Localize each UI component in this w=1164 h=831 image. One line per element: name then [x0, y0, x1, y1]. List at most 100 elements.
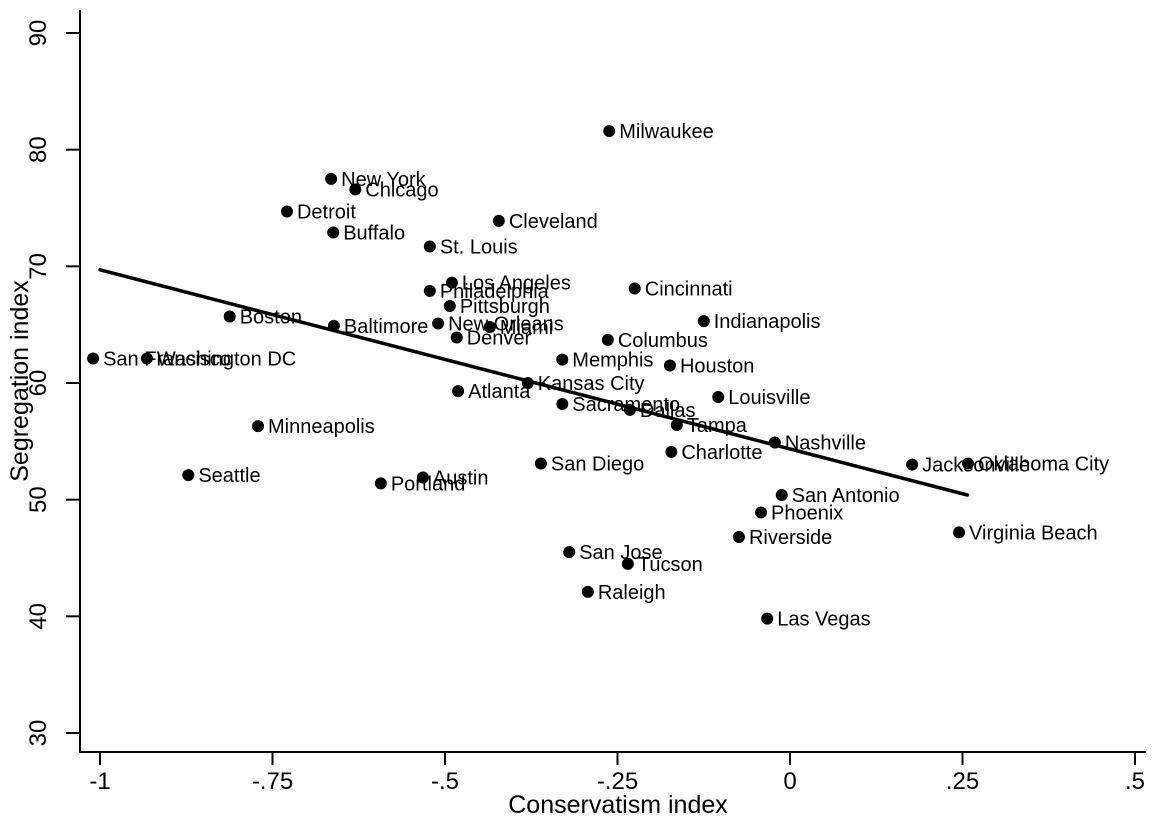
point-label-los-angeles: Los Angeles	[462, 273, 571, 295]
point-label-san-diego: San Diego	[551, 454, 644, 476]
point-virginia-beach	[953, 526, 966, 539]
y-tick-label: 90	[25, 20, 52, 47]
point-memphis	[556, 353, 569, 366]
point-label-dallas: Dallas	[640, 400, 696, 422]
point-label-kansas-city: Kansas City	[538, 373, 645, 395]
x-tick-label: .5	[1125, 768, 1145, 795]
x-tick-label: .25	[946, 768, 979, 795]
point-new-york	[325, 172, 338, 185]
point-denver	[450, 331, 463, 344]
point-label-new-york: New York	[341, 169, 426, 191]
point-seattle	[182, 469, 195, 482]
point-label-louisville: Louisville	[728, 387, 810, 409]
point-label-san-francisco: San Francisco	[103, 349, 231, 371]
y-axis-title: Segregation index	[6, 280, 34, 482]
point-chicago	[349, 183, 362, 196]
point-label-nashville: Nashville	[785, 433, 866, 455]
point-las-vegas	[761, 612, 774, 625]
point-label-atlanta: Atlanta	[468, 381, 531, 403]
point-cincinnati	[628, 282, 641, 295]
point-label-tampa: Tampa	[687, 415, 748, 437]
y-tick-label: 50	[25, 486, 52, 513]
x-tick-label: -1	[89, 768, 110, 795]
point-label-detroit: Detroit	[297, 202, 356, 224]
point-label-memphis: Memphis	[572, 350, 653, 372]
x-axis-title: Conservatism index	[508, 791, 728, 819]
point-sacramento	[556, 398, 569, 410]
point-detroit	[280, 205, 293, 218]
point-minneapolis	[252, 420, 265, 433]
point-label-miami: Miami	[500, 317, 553, 339]
point-label-chicago: Chicago	[365, 179, 438, 201]
point-washington-dc	[140, 352, 153, 365]
point-phoenix	[755, 506, 768, 519]
point-atlanta	[452, 385, 465, 398]
point-indianapolis	[697, 315, 710, 328]
point-los-angeles	[445, 276, 458, 289]
y-tick-label: 40	[25, 603, 52, 630]
point-buffalo	[327, 226, 340, 239]
point-label-new-orleans: New Orleans	[448, 314, 564, 336]
point-label-philadelphia: Philadelphia	[440, 281, 550, 303]
point-san-antonio	[775, 489, 788, 501]
point-label-pittsburgh: Pittsburgh	[460, 296, 550, 318]
point-san-francisco	[87, 352, 100, 365]
point-cleveland	[492, 214, 505, 227]
point-label-denver: Denver	[467, 328, 532, 350]
point-label-washington-dc: Washington DC	[157, 349, 296, 371]
point-label-portland: Portland	[391, 473, 466, 495]
y-tick-label: 80	[25, 136, 52, 163]
point-san-jose	[563, 546, 576, 559]
point-label-indianapolis: Indianapolis	[714, 311, 821, 333]
point-label-cleveland: Cleveland	[509, 211, 598, 233]
point-miami	[483, 321, 496, 333]
point-label-riverside: Riverside	[749, 527, 832, 549]
point-label-houston: Houston	[680, 356, 755, 378]
point-label-las-vegas: Las Vegas	[777, 609, 870, 631]
point-raleigh	[581, 585, 594, 598]
point-label-boston: Boston	[240, 307, 302, 329]
point-label-austin: Austin	[433, 468, 489, 490]
point-label-seattle: Seattle	[198, 465, 260, 487]
y-tick-label: 30	[25, 720, 52, 747]
point-austin	[416, 471, 429, 484]
y-tick-label: 60	[25, 370, 52, 397]
point-label-jacksonville: Jacksonville	[922, 455, 1030, 477]
point-jacksonville	[906, 458, 919, 471]
point-label-charlotte: Charlotte	[681, 442, 762, 464]
point-label-milwaukee: Milwaukee	[619, 121, 713, 143]
point-label-buffalo: Buffalo	[343, 223, 405, 245]
point-milwaukee	[603, 125, 616, 137]
point-san-diego	[534, 457, 547, 470]
point-philadelphia	[423, 284, 436, 297]
point-label-baltimore: Baltimore	[344, 316, 428, 338]
point-label-st-louis: St. Louis	[440, 237, 518, 259]
point-label-columbus: Columbus	[618, 330, 708, 352]
point-label-raleigh: Raleigh	[598, 582, 666, 604]
x-tick-label: -.25	[597, 768, 638, 795]
point-louisville	[712, 391, 725, 403]
point-label-minneapolis: Minneapolis	[268, 416, 375, 438]
plot-content: -1 -.75 -.5 -.25 0 .25 .5 30 40 50 60 70 80 90 Milwauk…	[25, 10, 1146, 795]
y-tick-label: 70	[25, 253, 52, 280]
point-oklahoma-city	[962, 457, 975, 470]
point-riverside	[732, 531, 745, 543]
point-boston	[223, 310, 236, 323]
point-label-phoenix: Phoenix	[771, 503, 843, 525]
point-columbus	[601, 333, 614, 346]
point-new-orleans	[432, 317, 445, 330]
point-st-louis	[423, 240, 436, 253]
point-label-cincinnati: Cincinnati	[645, 279, 733, 301]
point-charlotte	[665, 445, 678, 458]
x-tick-label: -.75	[252, 768, 293, 795]
x-tick-label: 0	[783, 768, 796, 795]
point-label-virginia-beach: Virginia Beach	[969, 522, 1098, 544]
trend-line	[98, 268, 970, 497]
point-pittsburgh	[443, 300, 456, 312]
point-label-oklahoma-city: Oklahoma City	[978, 454, 1109, 476]
point-label-san-jose: San Jose	[579, 542, 662, 564]
point-label-san-antonio: San Antonio	[792, 485, 900, 507]
point-houston	[663, 359, 676, 372]
